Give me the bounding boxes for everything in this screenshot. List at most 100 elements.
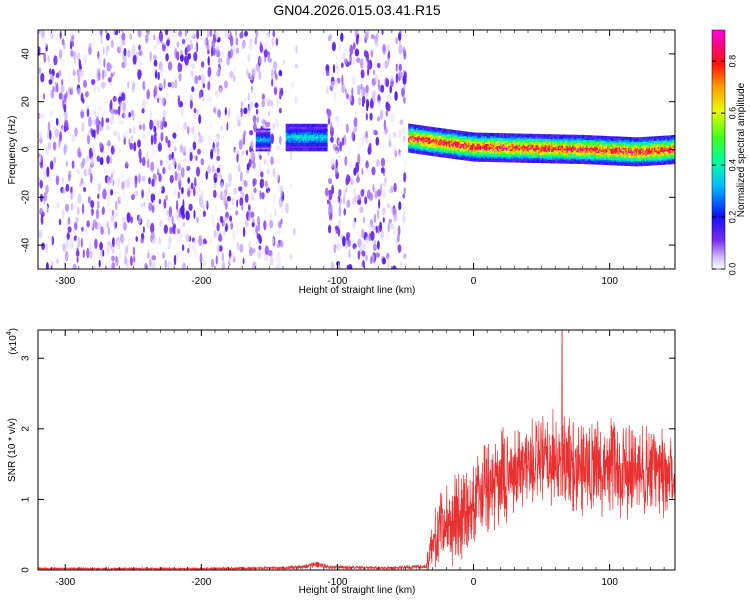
heat-cell [436,146,439,149]
heat-cell [160,66,164,77]
heat-cell [561,134,564,137]
heat-cell [449,147,452,149]
heat-cell [414,129,417,132]
heat-cell [466,141,469,144]
heat-cell [144,115,149,122]
heat-cell [451,144,453,146]
heat-cell [425,135,427,138]
heat-cell [124,56,127,68]
heat-cell [298,131,301,134]
heat-cell [324,149,327,152]
heat-cell [468,135,470,137]
heat-cell [258,131,260,134]
heat-cell [471,133,474,136]
heat-cell [322,130,324,133]
heat-cell [263,146,266,149]
heat-cell [481,145,483,148]
heat-cell [499,149,501,151]
heat-cell [572,152,574,155]
heat-cell [76,88,81,96]
heat-cell [289,135,292,137]
heat-cell [408,123,410,126]
heat-cell [474,142,477,145]
heat-cell [413,129,415,131]
heat-cell [444,141,447,144]
heat-cell [565,160,568,163]
heat-cell [552,153,555,156]
heat-cell [555,137,557,140]
heat-cell [94,238,98,249]
heat-cell [353,117,358,128]
heat-cell [301,127,303,129]
heat-cell [568,147,570,150]
heat-cell [461,151,464,154]
heat-cell [445,149,448,152]
heat-cell [311,141,314,144]
heat-cell [456,133,458,136]
heat-cell [492,152,495,155]
heat-cell [509,146,512,148]
heat-cell [288,130,290,133]
heat-cell [559,136,561,138]
heat-cell [257,143,259,145]
heat-cell [561,142,564,145]
heat-cell [97,202,101,209]
heat-cell [298,123,301,126]
heat-cell [116,176,121,187]
heat-cell [300,139,302,142]
heat-cell [98,259,101,268]
heat-cell [477,142,479,145]
heat-cell [302,144,305,147]
heat-cell [460,135,462,138]
heat-cell [565,153,568,156]
heat-cell [84,35,88,45]
heat-cell [513,136,516,139]
heat-cell [429,144,431,146]
heat-cell [568,134,570,137]
heat-cell [552,134,555,137]
heat-cell [526,135,529,138]
heat-cell [477,151,479,154]
heat-cell [425,138,427,141]
heat-cell [488,144,491,146]
heat-cell [309,127,311,129]
heat-cell [296,149,298,152]
heat-cell [529,151,531,154]
heat-cell [121,171,125,180]
heat-cell [248,214,252,221]
heat-cell [565,157,568,159]
heat-cell [539,134,542,136]
heat-cell [345,123,349,134]
heat-cell [577,149,579,152]
heat-cell [316,139,319,142]
heat-cell [482,151,484,154]
heat-cell [483,156,486,159]
heat-cell [64,203,70,212]
heat-cell [443,155,445,158]
heat-cell [523,133,526,136]
heat-cell [495,134,497,137]
heat-cell [549,156,552,159]
heat-cell [63,145,66,157]
heat-cell [220,181,224,193]
heat-cell [549,161,552,164]
heat-cell [543,134,545,136]
heat-cell [448,146,451,149]
heat-cell [403,71,407,80]
heat-cell [252,162,256,169]
heat-cell [501,133,504,136]
heat-cell [547,140,549,143]
heat-cell [362,243,367,250]
heat-cell [293,147,296,150]
heat-cell [487,156,490,159]
heat-cell [159,185,163,192]
heat-cell [158,173,162,182]
heat-cell [473,154,475,157]
heat-cell [504,142,506,145]
heat-cell [479,153,482,156]
heat-cell [111,209,115,217]
heat-cell [577,142,579,145]
heat-cell [553,151,556,154]
heat-cell [581,158,583,161]
heat-cell [474,140,477,143]
